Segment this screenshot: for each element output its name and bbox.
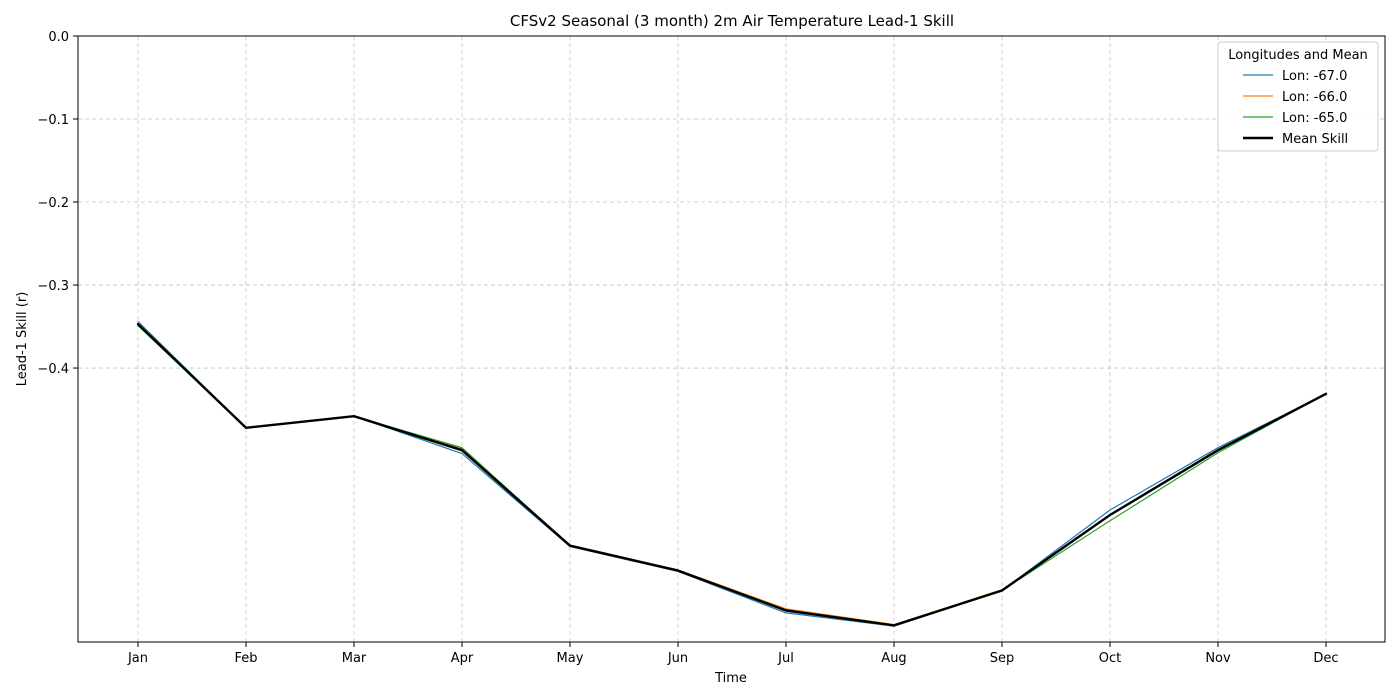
series-line-lon-66-0 (137, 324, 1327, 626)
chart-title: CFSv2 Seasonal (3 month) 2m Air Temperat… (510, 12, 954, 30)
legend-label: Lon: -66.0 (1282, 90, 1347, 105)
x-tick-label: Jul (777, 651, 794, 666)
x-axis: Jan Feb Mar Apr May Jun Jul Aug Sep Oct Nov Dec (127, 642, 1339, 666)
y-axis-label: Lead-1 Skill (r) (15, 292, 30, 387)
x-tick-label: Jan (127, 651, 148, 666)
y-tick-label: −0.4 (37, 362, 69, 377)
plot-frame (77, 35, 1386, 643)
x-tick-label: Sep (990, 651, 1015, 666)
x-tick-label: Dec (1313, 651, 1338, 666)
x-tick-label: Apr (451, 651, 474, 666)
x-tick-label: Nov (1205, 651, 1231, 666)
y-tick-label: 0.0 (48, 30, 69, 45)
legend: Longitudes and Mean Lon: -67.0 Lon: -66.0… (1217, 41, 1379, 152)
legend-title: Longitudes and Mean (1228, 48, 1368, 63)
series-line-lon-65-0 (137, 325, 1327, 627)
series-layer (136, 321, 1328, 627)
y-axis: 0.0 −0.1 −0.2 −0.3 −0.4 (37, 30, 78, 377)
x-axis-label: Time (714, 671, 747, 686)
legend-label: Mean Skill (1282, 132, 1348, 147)
x-tick-label: Feb (234, 651, 257, 666)
y-tick-label: −0.1 (37, 113, 69, 128)
grid (78, 35, 1385, 642)
x-tick-label: Jun (667, 651, 688, 666)
y-tick-label: −0.2 (37, 196, 69, 211)
x-tick-label: Mar (342, 651, 367, 666)
x-tick-label: May (557, 651, 584, 666)
legend-label: Lon: -65.0 (1282, 111, 1347, 126)
series-line-lon-67-0 (137, 321, 1327, 627)
series-line-mean-skill (136, 322, 1328, 627)
legend-box (1217, 41, 1379, 152)
legend-label: Lon: -67.0 (1282, 69, 1347, 84)
x-tick-label: Aug (881, 651, 906, 666)
legend-items: Lon: -67.0 Lon: -66.0 Lon: -65.0 Mean Skill (1243, 69, 1348, 147)
y-tick-label: −0.3 (37, 279, 69, 294)
x-tick-label: Oct (1099, 651, 1121, 666)
